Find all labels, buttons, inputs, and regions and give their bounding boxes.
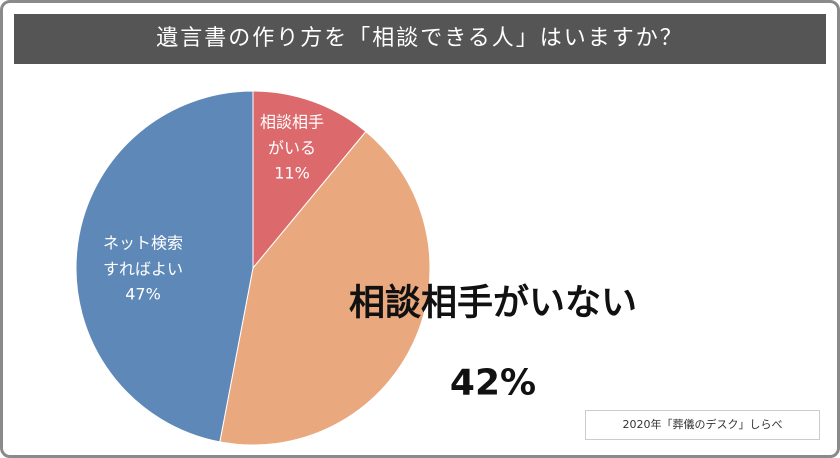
category-label: 相談相手がいる (259, 112, 324, 158)
chart (75, 90, 431, 446)
category-label: ネット検索すればよい (102, 233, 183, 279)
chart-title: 遺言書の作り方を「相談できる人」はいますか？ (14, 14, 826, 64)
source-note: 2020年「葬儀のデスク」しらべ (585, 410, 820, 440)
category-label: 相談相手がいない (348, 282, 637, 324)
pie-slice (219, 130, 431, 446)
pie-slice (75, 90, 254, 443)
value-label: 47% (125, 284, 161, 304)
value-label: 42% (449, 362, 537, 403)
slice-label: ネット検索すればよい 47% (96, 231, 191, 308)
value-label: 11% (274, 163, 310, 183)
slice-label: 相談相手がいない 42% (293, 274, 693, 411)
slice-label: 相談相手がいる 11% (256, 110, 328, 187)
pie-slice (252, 90, 367, 270)
